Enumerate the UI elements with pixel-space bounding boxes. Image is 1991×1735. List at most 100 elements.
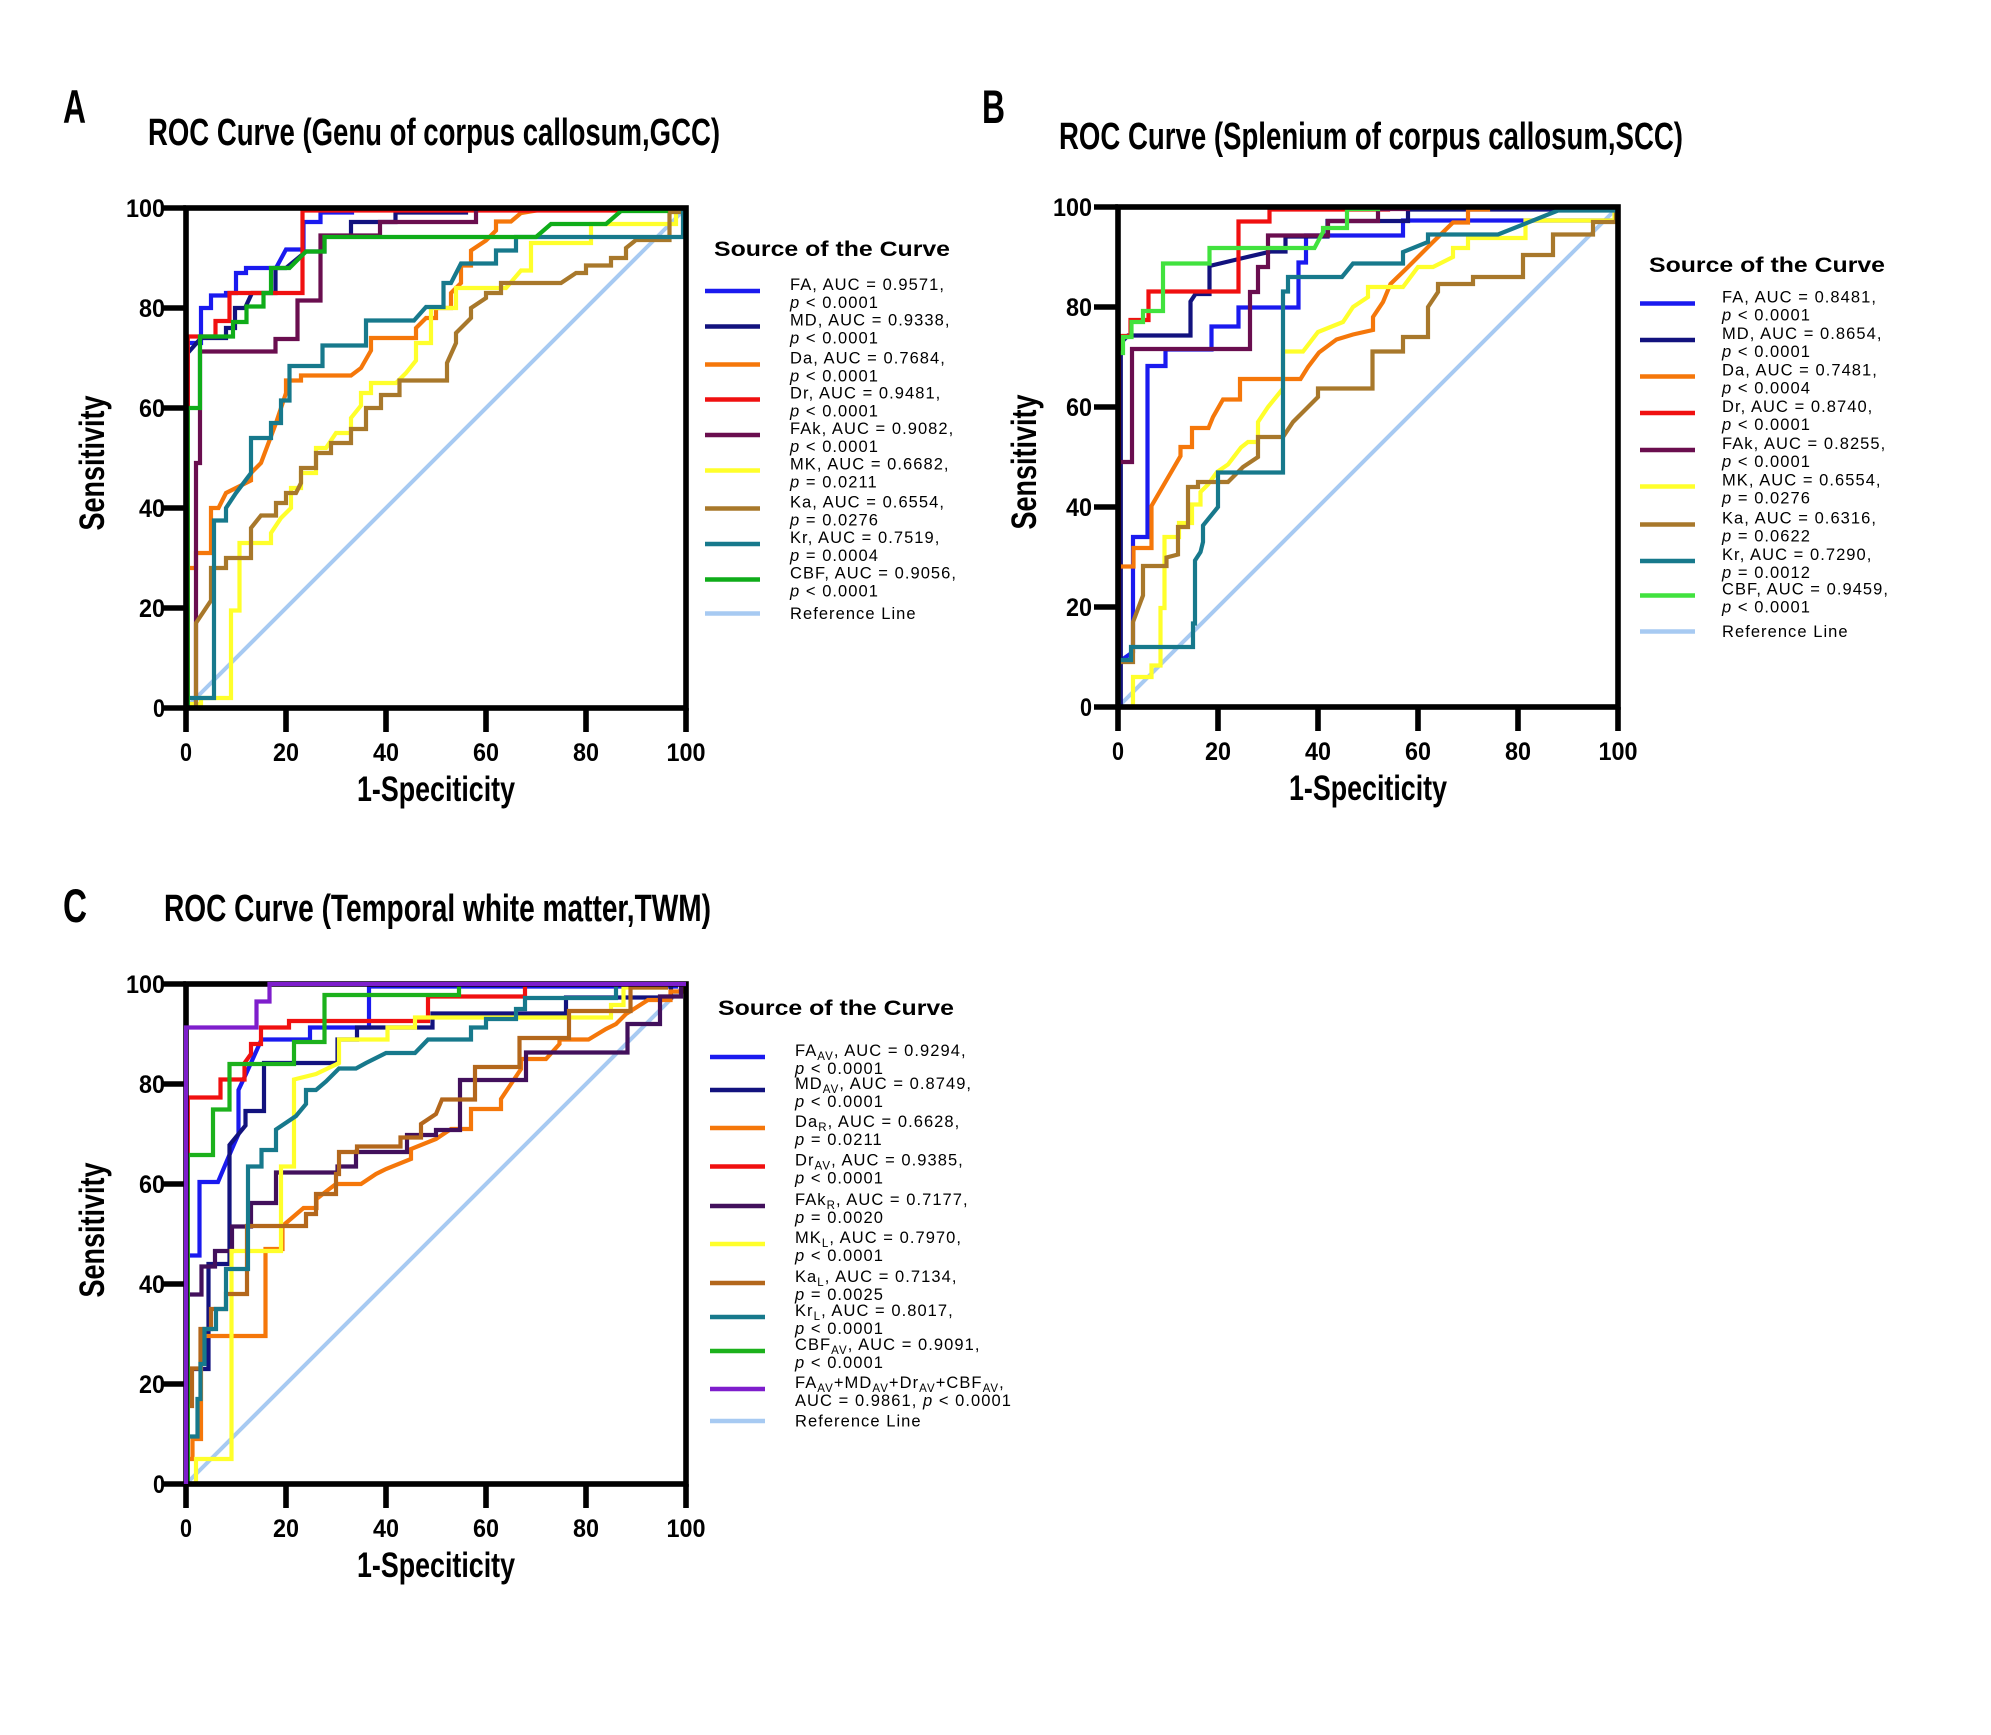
svg-text:40: 40	[1305, 738, 1331, 766]
svg-text:60: 60	[139, 1171, 165, 1199]
svg-text:p < 0.0001: p < 0.0001	[789, 403, 879, 421]
svg-text:40: 40	[139, 495, 165, 523]
svg-text:p < 0.0001: p < 0.0001	[1721, 343, 1811, 361]
svg-text:p < 0.0001: p < 0.0001	[794, 1247, 884, 1265]
svg-text:C: C	[63, 879, 87, 932]
svg-text:p = 0.0622: p = 0.0622	[1721, 528, 1811, 546]
svg-text:KrL​, AUC = 0.8017,: KrL​, AUC = 0.8017,	[795, 1302, 954, 1323]
svg-text:p = 0.0012: p = 0.0012	[1721, 564, 1811, 582]
svg-text:0: 0	[180, 1515, 192, 1543]
svg-text:p < 0.0001: p < 0.0001	[1721, 307, 1811, 325]
svg-text:p = 0.0211: p = 0.0211	[794, 1131, 883, 1149]
svg-text:DaR​, AUC = 0.6628,: DaR​, AUC = 0.6628,	[795, 1113, 960, 1134]
svg-text:1-Speciticity: 1-Speciticity	[357, 770, 515, 809]
svg-text:40: 40	[1066, 494, 1092, 522]
svg-text:20: 20	[139, 595, 165, 623]
svg-text:p = 0.0025: p = 0.0025	[794, 1286, 884, 1304]
svg-text:0: 0	[1112, 738, 1124, 766]
svg-text:100: 100	[126, 971, 165, 999]
svg-text:p < 0.0001: p < 0.0001	[789, 438, 879, 456]
svg-text:1-Speciticity: 1-Speciticity	[1289, 769, 1447, 808]
svg-text:p < 0.0001: p < 0.0001	[794, 1354, 884, 1372]
svg-text:p < 0.0001: p < 0.0001	[789, 330, 879, 348]
svg-text:MK, AUC = 0.6554,: MK, AUC = 0.6554,	[1722, 472, 1882, 490]
svg-text:FAk, AUC = 0.9082,: FAk, AUC = 0.9082,	[790, 420, 954, 438]
svg-text:Da, AUC = 0.7481,: Da, AUC = 0.7481,	[1722, 362, 1878, 380]
svg-text:40: 40	[139, 1271, 165, 1299]
svg-text:20: 20	[1066, 594, 1092, 622]
svg-text:Dr, AUC = 0.9481,: Dr, AUC = 0.9481,	[790, 385, 941, 403]
svg-text:MK, AUC = 0.6682,: MK, AUC = 0.6682,	[790, 456, 950, 474]
svg-text:p < 0.0001: p < 0.0001	[789, 294, 879, 312]
svg-text:80: 80	[139, 1071, 165, 1099]
svg-text:CBF, AUC = 0.9459,: CBF, AUC = 0.9459,	[1722, 581, 1889, 599]
svg-text:p < 0.0001: p < 0.0001	[794, 1170, 884, 1188]
svg-text:FA, AUC = 0.8481,: FA, AUC = 0.8481,	[1722, 289, 1877, 307]
svg-text:ROC Curve (Genu of corpus call: ROC Curve (Genu of corpus callosum,GCC)	[148, 112, 720, 154]
svg-text:60: 60	[139, 395, 165, 423]
svg-text:CBF, AUC = 0.9056,: CBF, AUC = 0.9056,	[790, 565, 957, 583]
svg-text:40: 40	[373, 739, 399, 767]
svg-text:FAkR​, AUC = 0.7177,: FAkR​, AUC = 0.7177,	[795, 1191, 969, 1212]
svg-text:p < 0.0001: p < 0.0001	[794, 1320, 884, 1338]
svg-text:100: 100	[1599, 738, 1638, 766]
svg-text:Kr, AUC = 0.7290,: Kr, AUC = 0.7290,	[1722, 546, 1872, 564]
svg-text:Ka, AUC = 0.6316,: Ka, AUC = 0.6316,	[1722, 510, 1877, 528]
svg-text:60: 60	[1405, 738, 1431, 766]
svg-text:0: 0	[1080, 694, 1092, 722]
svg-text:40: 40	[373, 1515, 399, 1543]
svg-text:Source of the Curve: Source of the Curve	[714, 237, 950, 261]
svg-text:p = 0.0276: p = 0.0276	[1721, 490, 1811, 508]
svg-text:FAAV​, AUC = 0.9294,: FAAV​, AUC = 0.9294,	[795, 1042, 967, 1063]
svg-text:Source of the Curve: Source of the Curve	[718, 996, 954, 1020]
svg-text:KaL​, AUC = 0.7134,: KaL​, AUC = 0.7134,	[795, 1268, 957, 1289]
svg-text:100: 100	[667, 739, 706, 767]
svg-text:80: 80	[573, 739, 599, 767]
svg-text:60: 60	[1066, 394, 1092, 422]
svg-text:FAk, AUC = 0.8255,: FAk, AUC = 0.8255,	[1722, 435, 1886, 453]
svg-text:p < 0.0004: p < 0.0004	[1721, 380, 1811, 398]
svg-text:Reference Line: Reference Line	[1722, 623, 1849, 641]
svg-text:Da, AUC = 0.7684,: Da, AUC = 0.7684,	[790, 350, 946, 368]
svg-text:p < 0.0001: p < 0.0001	[789, 368, 879, 386]
svg-text:100: 100	[1053, 194, 1092, 222]
svg-text:p < 0.0001: p < 0.0001	[1721, 453, 1811, 471]
svg-text:Sensitivity: Sensitivity	[1005, 394, 1044, 529]
svg-text:Sensitivity: Sensitivity	[73, 1162, 112, 1297]
svg-text:100: 100	[126, 195, 165, 223]
svg-text:Kr, AUC = 0.7519,: Kr, AUC = 0.7519,	[790, 529, 940, 547]
svg-text:p = 0.0020: p = 0.0020	[794, 1209, 884, 1227]
svg-text:A: A	[63, 80, 86, 133]
svg-text:p = 0.0276: p = 0.0276	[789, 512, 879, 530]
svg-text:0: 0	[180, 739, 192, 767]
svg-text:60: 60	[473, 1515, 499, 1543]
svg-text:ROC Curve (Temporal white matt: ROC Curve (Temporal white matter,TWM)	[164, 888, 711, 930]
svg-text:Source of the Curve: Source of the Curve	[1649, 253, 1885, 277]
svg-text:p = 0.0211: p = 0.0211	[789, 474, 878, 492]
svg-text:FA, AUC = 0.9571,: FA, AUC = 0.9571,	[790, 276, 945, 294]
svg-text:0: 0	[153, 1471, 165, 1499]
svg-text:80: 80	[1066, 294, 1092, 322]
svg-text:80: 80	[139, 295, 165, 323]
svg-text:MD, AUC = 0.9338,: MD, AUC = 0.9338,	[790, 312, 950, 330]
svg-text:AUC = 0.9861, p < 0.0001: AUC = 0.9861, p < 0.0001	[795, 1392, 1012, 1410]
svg-text:DrAV​, AUC = 0.9385,: DrAV​, AUC = 0.9385,	[795, 1152, 964, 1173]
svg-text:MKL​, AUC = 0.7970,: MKL​, AUC = 0.7970,	[795, 1229, 962, 1250]
svg-text:p < 0.0001: p < 0.0001	[1721, 416, 1811, 434]
svg-text:1-Speciticity: 1-Speciticity	[357, 1546, 515, 1585]
svg-text:ROC Curve (Splenium of corpus: ROC Curve (Splenium of corpus callosum,S…	[1059, 116, 1683, 158]
svg-text:p < 0.0001: p < 0.0001	[794, 1060, 884, 1078]
svg-text:100: 100	[667, 1515, 706, 1543]
svg-text:80: 80	[573, 1515, 599, 1543]
svg-text:Dr, AUC = 0.8740,: Dr, AUC = 0.8740,	[1722, 398, 1873, 416]
svg-text:Reference Line: Reference Line	[795, 1413, 922, 1431]
svg-text:20: 20	[139, 1371, 165, 1399]
svg-text:FAAV​+MDAV​+DrAV​+CBFAV​,: FAAV​+MDAV​+DrAV​+CBFAV​,	[795, 1374, 1005, 1395]
svg-text:20: 20	[1205, 738, 1231, 766]
svg-text:60: 60	[473, 739, 499, 767]
svg-text:p < 0.0001: p < 0.0001	[794, 1093, 884, 1111]
svg-text:Sensitivity: Sensitivity	[73, 395, 112, 530]
svg-text:MD, AUC = 0.8654,: MD, AUC = 0.8654,	[1722, 325, 1882, 343]
svg-text:B: B	[982, 80, 1005, 133]
svg-text:p < 0.0001: p < 0.0001	[789, 583, 879, 601]
